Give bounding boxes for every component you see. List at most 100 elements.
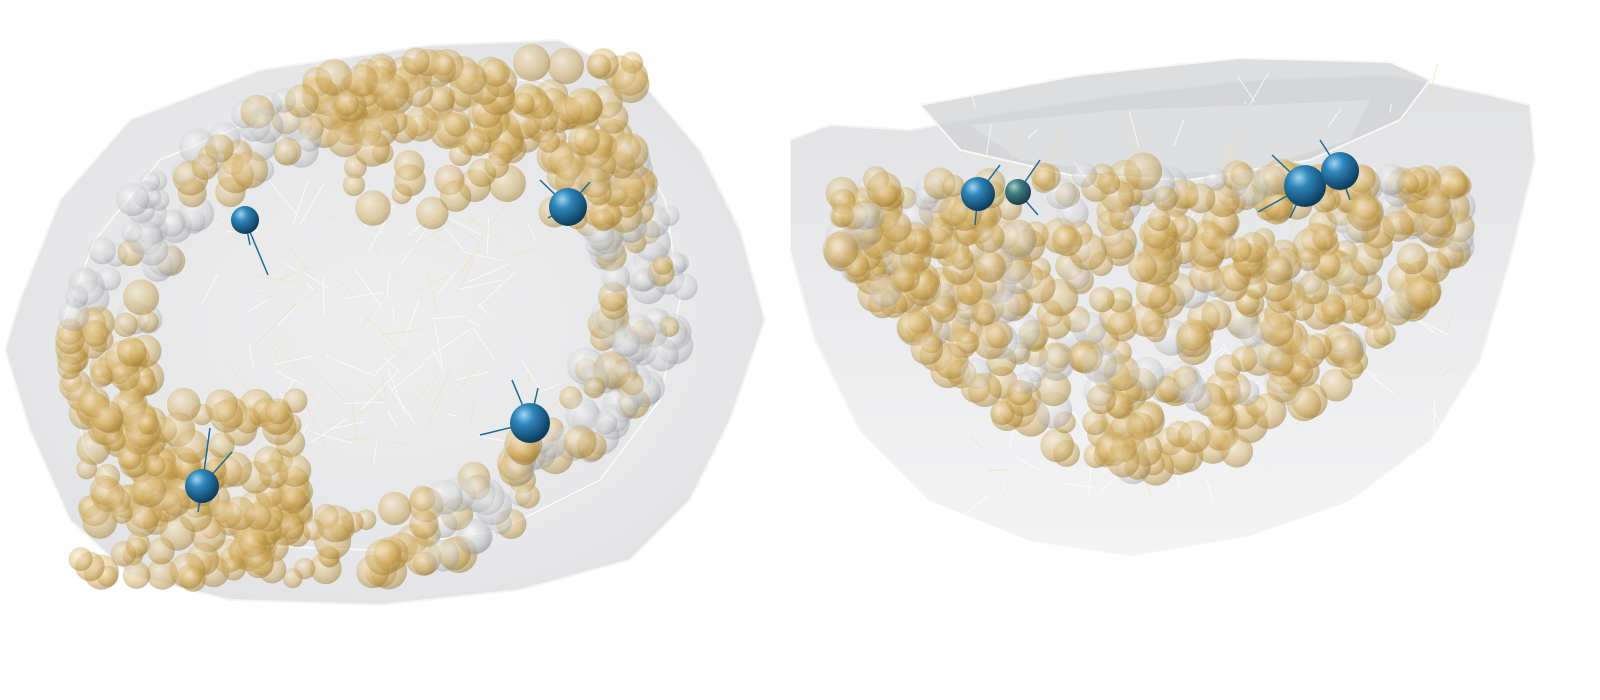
grey-vesicle — [1002, 264, 1033, 295]
grey-vesicle — [1233, 379, 1260, 407]
gold-vesicle — [1109, 205, 1135, 231]
fiber-strand — [425, 328, 471, 360]
fiber-strand — [476, 303, 490, 316]
grey-vesicle — [1072, 311, 1107, 346]
fiber-strand — [449, 218, 481, 236]
gold-vesicle — [117, 445, 142, 470]
gold-vesicle — [174, 429, 209, 464]
blue-sphere — [549, 188, 587, 226]
fiber-strand — [211, 216, 255, 245]
fiber-strand — [1389, 103, 1392, 114]
fiber-strand — [470, 216, 478, 225]
blue-marker — [1257, 154, 1326, 219]
gold-vesicle — [515, 483, 541, 509]
gold-vesicle — [537, 130, 561, 153]
gold-vesicle — [377, 491, 412, 526]
right-panel-side-view — [790, 0, 1600, 700]
fiber-strand — [1027, 129, 1038, 139]
gold-vesicle — [1373, 322, 1396, 346]
gold-vesicle — [282, 568, 303, 589]
blue-sphere — [1005, 179, 1031, 205]
gold-vesicle — [315, 58, 353, 96]
gold-vesicle — [454, 62, 487, 95]
grey-vesicle — [1071, 161, 1097, 188]
fiber-strand — [1221, 100, 1224, 108]
gold-vesicle — [111, 502, 133, 524]
grey-vesicle — [1018, 369, 1042, 393]
fiber-strand — [472, 327, 495, 360]
blue-sphere — [185, 469, 219, 503]
fiber-strand — [1364, 369, 1379, 377]
grey-vesicle — [428, 479, 463, 515]
gold-vesicle — [612, 65, 650, 104]
gold-vesicle — [161, 487, 191, 517]
gold-vesicle — [265, 398, 291, 425]
fiber-strand — [1088, 461, 1092, 499]
gold-vesicle — [1097, 172, 1121, 195]
gold-vesicle — [1436, 168, 1468, 200]
gold-vesicle — [89, 364, 113, 388]
gold-vesicle — [967, 372, 1002, 408]
blue-sphere — [510, 403, 550, 443]
gold-vesicle — [547, 47, 585, 85]
gold-vesicle — [929, 295, 958, 323]
gold-vesicle — [1422, 190, 1451, 219]
fiber-strand — [254, 274, 298, 283]
fiber-strand — [400, 220, 432, 266]
fiber-strand — [1193, 347, 1224, 370]
gold-vesicle — [354, 130, 391, 167]
vesicle-cluster-side — [822, 152, 1476, 486]
blue-marker — [479, 379, 550, 443]
grey-vesicle — [97, 267, 122, 291]
gold-vesicle — [1405, 275, 1441, 311]
blue-marker-group — [185, 179, 591, 513]
gold-vesicle — [82, 503, 118, 539]
fiber-strand — [1436, 95, 1443, 103]
fiber-strand — [311, 393, 321, 406]
fiber-strand — [330, 358, 376, 377]
gold-vesicle — [1144, 320, 1167, 343]
fiber-strand — [1369, 373, 1395, 394]
gold-vesicle — [334, 91, 360, 117]
gold-vesicle — [126, 537, 148, 559]
grey-vesicle — [296, 127, 322, 152]
gold-vesicle — [285, 84, 319, 118]
grey-vesicle — [1203, 167, 1227, 191]
fiber-strand — [363, 314, 409, 358]
gold-vesicle — [136, 375, 158, 396]
fiber-strand — [511, 248, 535, 257]
fiber-strand — [299, 182, 325, 226]
fiber-strand — [389, 441, 408, 445]
gold-vesicle — [564, 87, 603, 126]
gold-vesicle — [904, 228, 930, 254]
top-view-render — [3, 38, 767, 607]
fiber-strand — [316, 373, 347, 401]
fiber-strand — [520, 358, 540, 389]
gold-vesicle — [146, 558, 178, 590]
fiber-strand — [1327, 108, 1342, 128]
grey-vesicle — [953, 300, 978, 325]
fiber-strand — [1063, 482, 1093, 489]
gold-vesicle — [409, 509, 439, 539]
gold-vesicle — [443, 110, 471, 137]
fiber-strand — [425, 269, 439, 314]
fiber-strand — [431, 234, 467, 254]
gold-vesicle — [484, 153, 510, 178]
gold-vesicle — [955, 277, 984, 306]
fiber-strand — [387, 383, 417, 426]
fiber-strand — [412, 372, 441, 403]
gold-vesicle — [990, 401, 1015, 426]
fiber-strand — [366, 382, 383, 401]
gold-vesicle — [1100, 223, 1137, 260]
fiber-strand — [286, 244, 314, 278]
fiber-strand — [1244, 101, 1247, 105]
side-view-render — [790, 56, 1537, 557]
fiber-strand — [373, 442, 377, 466]
gold-vesicle — [137, 413, 159, 435]
gold-vesicle — [180, 566, 206, 592]
fiber-strand — [382, 379, 386, 397]
fiber-strand — [468, 263, 511, 283]
gold-vesicle — [221, 556, 246, 581]
fiber-strand — [527, 222, 537, 242]
fiber-strand — [284, 262, 297, 272]
